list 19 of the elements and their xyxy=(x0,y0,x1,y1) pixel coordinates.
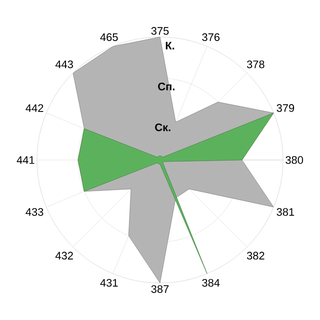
y-tick-label: К. xyxy=(166,42,174,50)
y-tick-label: Ск. xyxy=(155,123,170,132)
y-tick-label: Сп. xyxy=(158,82,174,90)
spoke-label: 379 xyxy=(276,104,294,112)
spoke-label: 380 xyxy=(286,156,304,164)
spoke-label: 381 xyxy=(276,208,294,216)
spoke-label: 376 xyxy=(202,33,220,42)
spoke-label: 442 xyxy=(26,104,44,112)
spoke-label: 375 xyxy=(151,27,169,35)
spoke-label: 441 xyxy=(16,156,34,164)
spoke-label: 443 xyxy=(55,60,73,68)
spoke-label: 431 xyxy=(100,278,118,287)
spoke-label: 432 xyxy=(55,252,73,260)
spoke-label: 465 xyxy=(100,33,118,42)
spoke-label: 387 xyxy=(151,285,169,293)
spoke-label: 382 xyxy=(246,252,264,260)
spoke-label: 378 xyxy=(246,60,264,68)
spoke-label: 384 xyxy=(202,278,220,287)
spoke-label: 433 xyxy=(26,208,44,216)
